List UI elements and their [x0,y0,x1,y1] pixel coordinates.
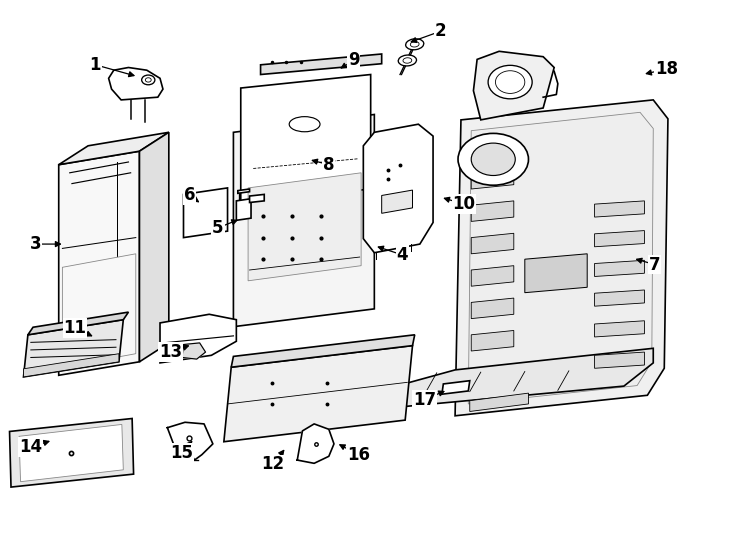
Text: 17: 17 [413,390,436,409]
Polygon shape [471,201,514,221]
Polygon shape [261,54,382,75]
Polygon shape [182,343,206,359]
Polygon shape [241,75,371,202]
Polygon shape [468,112,653,404]
Circle shape [458,133,528,185]
Polygon shape [455,100,668,416]
Text: 15: 15 [170,443,194,462]
Polygon shape [525,254,587,293]
Polygon shape [471,168,514,189]
Polygon shape [167,422,213,460]
Circle shape [471,143,515,176]
Text: 8: 8 [323,156,335,174]
Polygon shape [363,124,433,253]
Text: 9: 9 [348,51,360,70]
Polygon shape [238,189,250,193]
Text: 12: 12 [261,455,285,474]
Text: 4: 4 [396,246,408,264]
Ellipse shape [403,58,412,63]
Polygon shape [473,51,554,120]
Polygon shape [28,312,128,335]
Polygon shape [233,114,374,327]
Polygon shape [224,346,413,442]
Text: 2: 2 [435,22,446,40]
Polygon shape [595,231,644,247]
Polygon shape [471,298,514,319]
Ellipse shape [488,65,532,99]
Polygon shape [62,254,136,367]
Polygon shape [23,354,119,377]
Polygon shape [471,233,514,254]
Polygon shape [59,132,169,165]
Text: 5: 5 [212,219,224,237]
Polygon shape [109,68,163,100]
Polygon shape [184,188,228,238]
Polygon shape [470,393,528,411]
Polygon shape [595,201,644,217]
Ellipse shape [399,55,416,66]
Text: 3: 3 [29,235,41,253]
Text: 18: 18 [655,60,678,78]
Polygon shape [248,173,361,281]
Text: 13: 13 [159,343,182,361]
Polygon shape [231,335,415,367]
Polygon shape [236,199,251,220]
Polygon shape [595,260,644,276]
Polygon shape [595,321,644,337]
Polygon shape [382,190,413,213]
Polygon shape [10,418,134,487]
Polygon shape [371,348,653,409]
Polygon shape [160,314,236,363]
Polygon shape [19,424,123,482]
Polygon shape [59,151,139,375]
Ellipse shape [495,71,525,93]
Polygon shape [297,424,334,463]
Text: 14: 14 [19,438,43,456]
Text: 16: 16 [346,446,370,464]
Text: 6: 6 [184,186,195,205]
Polygon shape [442,381,470,394]
Ellipse shape [410,42,419,47]
Polygon shape [23,320,123,377]
Polygon shape [595,352,644,368]
Ellipse shape [142,75,155,85]
Polygon shape [250,194,264,202]
Polygon shape [471,266,514,286]
Text: 10: 10 [452,195,476,213]
Polygon shape [139,132,169,362]
Polygon shape [471,330,514,351]
Ellipse shape [145,78,151,82]
Text: 1: 1 [90,56,101,74]
Ellipse shape [289,117,320,132]
Text: 7: 7 [649,255,661,274]
Ellipse shape [406,39,424,50]
Polygon shape [595,290,644,306]
Text: 11: 11 [63,319,87,338]
